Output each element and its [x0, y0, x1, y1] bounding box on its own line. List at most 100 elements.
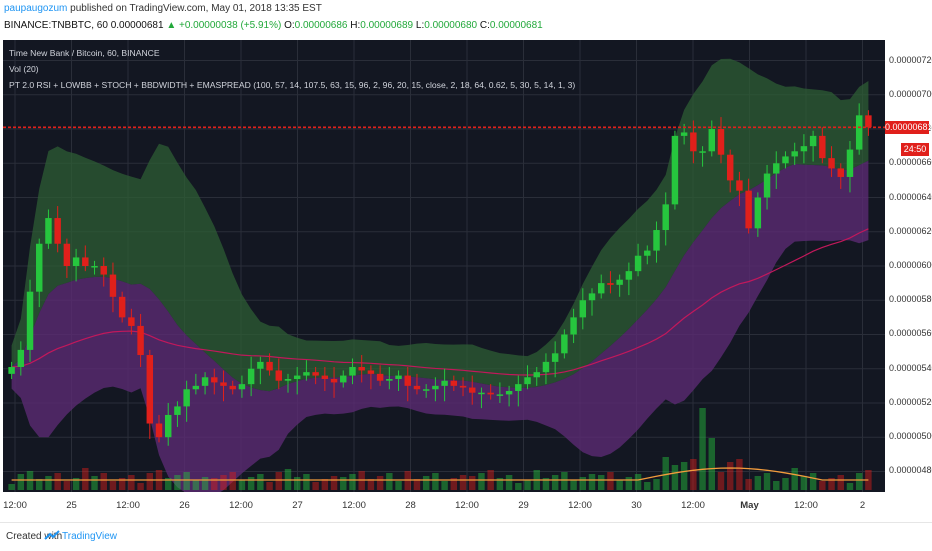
- price-tick-label: 0.00000620: [889, 225, 932, 236]
- volume-bar: [441, 481, 448, 490]
- volume-bar: [644, 482, 651, 490]
- upper-band-fill: [11, 58, 869, 392]
- candle-body: [763, 173, 771, 198]
- volume-bar: [524, 480, 531, 490]
- candle-body: [736, 180, 743, 191]
- volume-bar: [229, 472, 236, 490]
- candle-body: [293, 375, 301, 379]
- volume-bar: [561, 472, 568, 490]
- volume-bar: [773, 481, 780, 490]
- time-tick-label: 27: [292, 500, 303, 511]
- footer: Created with TradingView: [0, 522, 932, 551]
- volume-bar: [542, 478, 550, 490]
- candle-body: [533, 372, 540, 378]
- volume-bar: [690, 459, 697, 490]
- volume-bar: [625, 477, 633, 490]
- candle-body: [699, 151, 706, 153]
- candle-body: [607, 283, 614, 285]
- volume-ma-line: [11, 467, 869, 481]
- time-tick-label: 30: [631, 500, 642, 511]
- price-tick-label: 0.00000600: [889, 260, 932, 270]
- candle-body: [542, 361, 550, 373]
- volume-bar: [551, 475, 559, 490]
- volume-bar: [597, 475, 605, 490]
- candle-body: [505, 390, 513, 395]
- candle-body: [118, 296, 126, 318]
- candle-body: [865, 115, 872, 128]
- candle-body: [644, 250, 651, 256]
- volume-bar: [312, 482, 319, 490]
- price-axis[interactable]: 0.000007200.000007000.000006800.00000660…: [885, 40, 932, 492]
- candle-body: [17, 349, 25, 368]
- candle-body: [819, 135, 826, 159]
- volume-bar: [109, 481, 117, 490]
- candle-body: [450, 380, 458, 386]
- volume-bar: [846, 483, 854, 490]
- time-tick-label: 29: [518, 500, 529, 511]
- candle-body: [597, 283, 605, 294]
- candlestick-chart[interactable]: [3, 40, 885, 492]
- candle-body: [588, 293, 596, 301]
- close-value: 0.00000681: [489, 20, 543, 31]
- volume-bar: [478, 473, 485, 490]
- candle-body: [284, 379, 292, 381]
- candle-body: [376, 373, 384, 381]
- volume-bar: [607, 472, 614, 490]
- volume-bar: [791, 468, 798, 490]
- candle-body: [846, 149, 854, 177]
- volume-bar: [330, 476, 338, 490]
- volume-bar: [653, 479, 660, 490]
- volume-bar: [717, 472, 725, 490]
- volume-bar: [340, 477, 347, 490]
- volume-bar: [680, 462, 688, 490]
- volume-bar: [146, 473, 154, 490]
- current-price-tag: 0.00000681: [885, 120, 932, 134]
- close-label: C:: [479, 20, 490, 31]
- volume-bar: [45, 476, 52, 490]
- time-axis[interactable]: 12:00 25 12:00 26 12:00 27 12:00 28 12:00 29 12:00…: [3, 492, 885, 522]
- volume-bar: [422, 476, 430, 490]
- price-tick-label: 0.00000660: [889, 157, 932, 168]
- time-tick-label: 28: [405, 500, 416, 511]
- volume-bar: [782, 478, 789, 490]
- candle-body: [349, 367, 356, 376]
- candle-body: [524, 377, 531, 385]
- candle-body: [625, 271, 633, 280]
- candle-body: [155, 423, 163, 438]
- volume-bar: [376, 476, 384, 490]
- price-tick-label: 0.00000480: [889, 465, 932, 476]
- volume-bar: [293, 477, 301, 490]
- time-tick-label: 12:00: [3, 500, 27, 511]
- candle-body: [100, 266, 107, 275]
- author-link[interactable]: paupaugozum: [4, 3, 68, 14]
- volume-bar: [736, 459, 743, 490]
- candle-body: [229, 385, 236, 390]
- low-label: L:: [415, 20, 425, 31]
- price-tick-label: 0.00000540: [889, 362, 932, 373]
- price-tick-label: 0.00000700: [889, 88, 932, 99]
- candle-body: [192, 385, 200, 390]
- bar-countdown: 24:50: [901, 143, 929, 157]
- volume-bar: [763, 473, 771, 490]
- candle-body: [54, 218, 61, 244]
- volume-bar: [708, 438, 716, 490]
- volume-bar: [828, 478, 835, 490]
- chart-plot-area[interactable]: Time New Bank / Bitcoin, 60, BINANCE Vol…: [3, 40, 885, 492]
- volume-bar: [662, 457, 669, 490]
- volume-bar: [819, 481, 826, 490]
- candle-body: [146, 355, 154, 424]
- candle-body: [82, 257, 89, 266]
- candle-body: [551, 353, 559, 362]
- candle-body: [340, 375, 347, 383]
- tradingview-link[interactable]: TradingView: [62, 531, 118, 542]
- volume-bar: [588, 474, 596, 490]
- price-tick-label: 0.00000580: [889, 294, 932, 305]
- volume-bar: [432, 473, 439, 490]
- time-tick-label: 12:00: [455, 500, 479, 511]
- volume-bar: [303, 474, 310, 490]
- volume-bar: [8, 484, 15, 490]
- candle-body: [128, 317, 135, 326]
- volume-bar: [413, 479, 421, 490]
- volume-bar: [266, 482, 273, 490]
- candle-body: [653, 230, 660, 251]
